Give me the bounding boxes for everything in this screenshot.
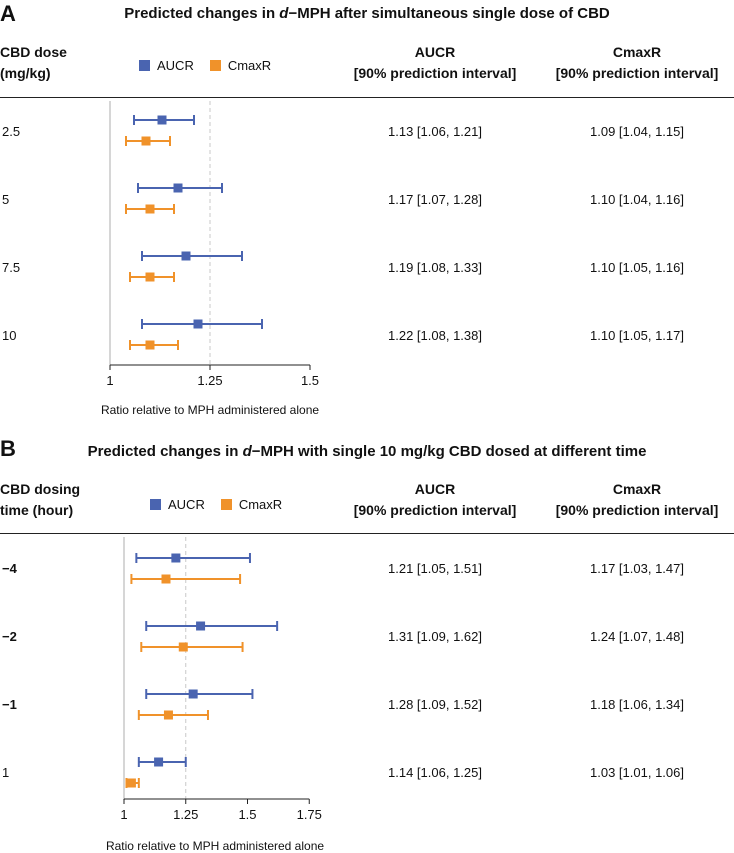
aucr-point [157, 115, 167, 125]
aucr-value: 1.22 [1.08, 1.38] [388, 328, 482, 343]
legend-swatch-cmaxr [220, 499, 232, 510]
legend-item-cmaxr: CmaxR [209, 58, 272, 73]
panel-a: A Predicted changes in d−MPH after simul… [0, 0, 734, 425]
x-axis-label: Ratio relative to MPH administered alone [100, 403, 320, 417]
aucr-value: 1.28 [1.09, 1.52] [388, 697, 482, 712]
panel-title: Predicted changes in d−MPH after simulta… [0, 5, 734, 22]
cmaxr-point [141, 136, 151, 146]
legend-swatch-aucr [150, 499, 161, 510]
aucr-value: 1.13 [1.06, 1.21] [388, 124, 482, 139]
panel-label: A [0, 1, 16, 26]
legend: AUCR CmaxR [150, 497, 298, 512]
cmaxr-point [161, 574, 171, 584]
row-label: 5 [2, 192, 10, 207]
col-header-aucr: AUCR [90% prediction interval] [353, 44, 517, 81]
cmaxr-point [145, 340, 155, 350]
row-label: −2 [2, 629, 17, 644]
row-label: −1 [2, 697, 17, 712]
aucr-point [193, 319, 203, 329]
cmaxr-point [178, 642, 188, 652]
cmaxr-value: 1.09 [1.04, 1.15] [590, 124, 684, 139]
aucr-value: 1.31 [1.09, 1.62] [388, 629, 482, 644]
aucr-value: 1.17 [1.07, 1.28] [388, 192, 482, 207]
cmaxr-value: 1.10 [1.05, 1.16] [590, 260, 684, 275]
cmaxr-value: 1.18 [1.06, 1.34] [590, 697, 684, 712]
title-prefix: Predicted changes in [124, 5, 280, 22]
row-label: 7.5 [2, 260, 21, 275]
cmaxr-point [145, 204, 155, 214]
x-tick-label: 1.5 [301, 373, 319, 388]
aucr-point [171, 553, 181, 563]
title-italic: d [242, 443, 252, 460]
cmaxr-value: 1.03 [1.01, 1.06] [590, 765, 684, 780]
x-tick-label: 1.5 [238, 807, 256, 822]
forest-plot-b: 1 1.25 1.5 1.75 [120, 537, 322, 822]
cmaxr-value: 1.17 [1.03, 1.47] [590, 561, 684, 576]
aucr-point [154, 757, 164, 767]
legend-item-aucr: AUCR [139, 58, 194, 73]
x-tick-label: 1.25 [173, 807, 198, 822]
aucr-value: 1.21 [1.05, 1.51] [388, 561, 482, 576]
cmaxr-point [145, 272, 155, 282]
x-tick-label: 1.75 [297, 807, 322, 822]
legend-label-cmaxr: CmaxR [238, 497, 283, 512]
legend-swatch-aucr [139, 60, 150, 71]
panel-title: Predicted changes in d−MPH with single 1… [0, 443, 734, 460]
row-label: 10 [2, 328, 17, 343]
panel-label: B [0, 436, 16, 461]
x-tick-label: 1 [120, 807, 127, 822]
header-divider [0, 533, 734, 534]
col-header-aucr: AUCR [90% prediction interval] [353, 481, 517, 518]
legend-item-aucr: AUCR [150, 497, 205, 512]
row-header: CBD dose (mg/kg) [0, 44, 67, 81]
aucr-value: 1.19 [1.08, 1.33] [388, 260, 482, 275]
row-label: −4 [2, 561, 17, 576]
header-divider [0, 97, 734, 98]
x-tick-label: 1.25 [197, 373, 222, 388]
cmaxr-point [163, 710, 173, 720]
aucr-point [196, 621, 206, 631]
row-label: 2.5 [2, 124, 21, 139]
aucr-point [181, 251, 191, 261]
col-header-cmaxr: CmaxR [90% prediction interval] [555, 44, 719, 81]
cmaxr-value: 1.24 [1.07, 1.48] [590, 629, 684, 644]
forest-plot-a: 1 1.25 1.5 [106, 101, 319, 388]
aucr-value: 1.14 [1.06, 1.25] [388, 765, 482, 780]
title-suffix: −MPH with single 10 mg/kg CBD dosed at d… [251, 443, 647, 460]
cmaxr-value: 1.10 [1.04, 1.16] [590, 192, 684, 207]
legend-label-cmaxr: CmaxR [227, 58, 272, 73]
title-prefix: Predicted changes in [87, 443, 243, 460]
aucr-point [173, 183, 183, 193]
col-header-cmaxr: CmaxR [90% prediction interval] [555, 481, 719, 518]
row-header: CBD dosing time (hour) [0, 481, 81, 518]
legend-label-aucr: AUCR [157, 58, 194, 73]
x-axis-label: Ratio relative to MPH administered alone [105, 839, 325, 853]
cmaxr-point [126, 778, 136, 788]
aucr-point [188, 689, 198, 699]
x-tick-label: 1 [106, 373, 113, 388]
row-label: 1 [2, 765, 10, 780]
title-italic: d [279, 5, 289, 22]
legend-item-cmaxr: CmaxR [220, 497, 283, 512]
title-suffix: −MPH after simultaneous single dose of C… [288, 5, 610, 22]
panel-b: B Predicted changes in d−MPH with single… [0, 433, 734, 853]
legend-swatch-cmaxr [209, 60, 221, 71]
legend-label-aucr: AUCR [168, 497, 205, 512]
legend: AUCR CmaxR [139, 58, 287, 73]
cmaxr-value: 1.10 [1.05, 1.17] [590, 328, 684, 343]
